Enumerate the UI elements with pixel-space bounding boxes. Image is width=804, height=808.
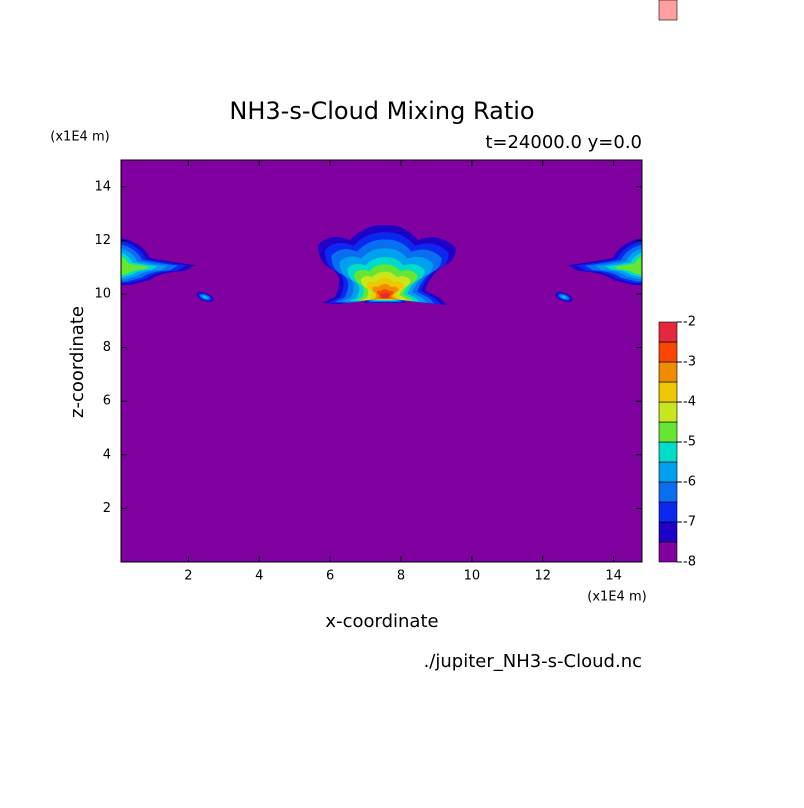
colorbar-band — [658, 521, 678, 543]
plot-frame — [120, 159, 643, 563]
colorbar-band — [658, 321, 678, 343]
contour-band — [203, 296, 207, 298]
contour-band — [121, 256, 150, 276]
y-unit: (x1E4 m) — [50, 130, 109, 145]
colorbar-band — [658, 0, 678, 21]
y-axis-label: z-coordinate — [67, 306, 88, 418]
colorbar-band — [658, 421, 678, 443]
colorbar-label: -7 — [683, 515, 696, 530]
x-tick-label: 12 — [534, 569, 551, 584]
y-tick-label: 4 — [103, 447, 111, 462]
x-tick-label: 14 — [605, 569, 622, 584]
colorbar-band — [658, 481, 678, 503]
y-tick-label: 2 — [103, 501, 111, 516]
colorbar-band — [658, 361, 678, 383]
colorbar-label: -5 — [683, 435, 696, 450]
contour-field — [121, 160, 642, 562]
x-tick-label: 6 — [326, 569, 334, 584]
colorbar-band — [658, 501, 678, 523]
colorbar-label: -4 — [683, 395, 696, 410]
x-tick-label: 10 — [464, 569, 481, 584]
y-tick-label: 8 — [103, 340, 111, 355]
x-tick-label: 8 — [397, 569, 405, 584]
colorbar-label: -8 — [683, 555, 696, 570]
contour-band — [380, 292, 390, 299]
y-tick-label: 10 — [94, 287, 111, 302]
axes: 2 4 6 8 10 12 14 2 4 6 8 10 12 14 -8 -7 -6 -5 -4 -3 -2 — [94, 0, 696, 584]
colorbar-label: -3 — [683, 355, 696, 370]
contour-band — [613, 256, 642, 276]
chart-title: NH3-s-Cloud Mixing Ratio — [229, 97, 534, 125]
colorbar-band — [658, 461, 678, 483]
source-label: ./jupiter_NH3-s-Cloud.nc — [424, 651, 642, 672]
colorbar-label: -6 — [683, 475, 696, 490]
colorbar-band — [658, 401, 678, 423]
colorbar-band — [658, 381, 678, 403]
colorbar-band — [658, 341, 678, 363]
y-tick-label: 14 — [94, 179, 111, 194]
colorbar-band — [658, 541, 678, 563]
x-tick-label: 2 — [184, 569, 192, 584]
y-tick-label: 12 — [94, 233, 111, 248]
colorbar-band — [658, 441, 678, 463]
contour-band — [121, 160, 642, 562]
y-tick-label: 6 — [103, 394, 111, 409]
colorbar-label: -2 — [683, 315, 696, 330]
x-unit: (x1E4 m) — [587, 590, 646, 605]
contour-band — [562, 296, 566, 298]
x-tick-label: 4 — [255, 569, 263, 584]
chart-subtitle: t=24000.0 y=0.0 — [485, 132, 642, 153]
x-axis-label: x-coordinate — [325, 611, 438, 632]
